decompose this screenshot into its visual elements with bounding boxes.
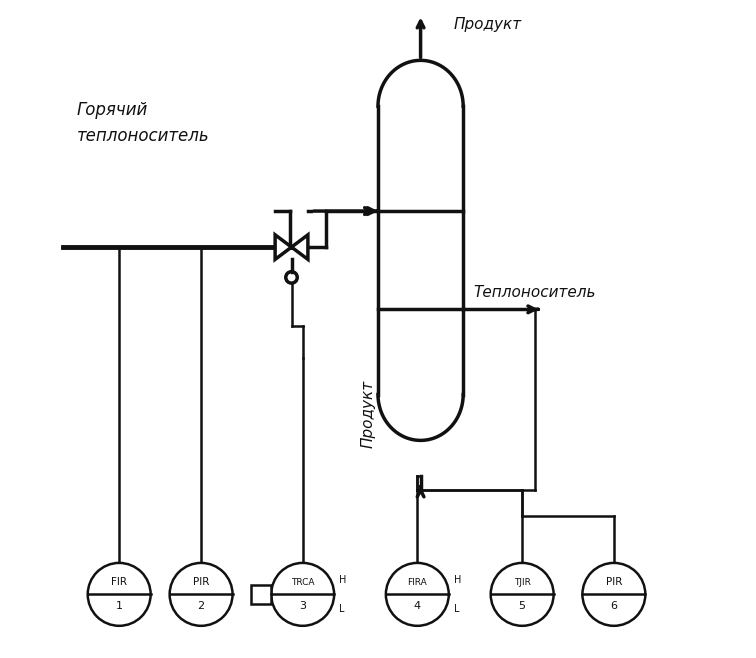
Text: Продукт: Продукт bbox=[454, 17, 522, 32]
Polygon shape bbox=[292, 235, 308, 259]
Text: PIR: PIR bbox=[193, 578, 209, 588]
Text: FIR: FIR bbox=[111, 578, 127, 588]
Text: H: H bbox=[454, 575, 461, 585]
Text: PIR: PIR bbox=[606, 578, 622, 588]
Text: Горячий: Горячий bbox=[76, 101, 148, 118]
Text: Продукт: Продукт bbox=[361, 380, 376, 448]
Circle shape bbox=[88, 563, 150, 626]
Circle shape bbox=[169, 563, 233, 626]
Text: 5: 5 bbox=[519, 601, 525, 611]
Circle shape bbox=[386, 563, 449, 626]
Text: теплоноситель: теплоноситель bbox=[76, 127, 209, 145]
Text: TRCA: TRCA bbox=[291, 578, 314, 587]
Text: H: H bbox=[339, 575, 347, 585]
Circle shape bbox=[271, 563, 334, 626]
Text: TJIR: TJIR bbox=[514, 578, 531, 587]
Polygon shape bbox=[275, 235, 292, 259]
Circle shape bbox=[582, 563, 646, 626]
Text: Теплоноситель: Теплоноситель bbox=[473, 286, 596, 301]
Text: 2: 2 bbox=[197, 601, 205, 611]
Text: 6: 6 bbox=[610, 601, 618, 611]
Bar bbox=[251, 585, 271, 604]
Text: 4: 4 bbox=[414, 601, 421, 611]
Text: L: L bbox=[454, 603, 460, 613]
Text: 1: 1 bbox=[116, 601, 122, 611]
Text: L: L bbox=[339, 603, 345, 613]
Text: FIRA: FIRA bbox=[407, 578, 427, 587]
Text: 3: 3 bbox=[299, 601, 306, 611]
Circle shape bbox=[491, 563, 553, 626]
